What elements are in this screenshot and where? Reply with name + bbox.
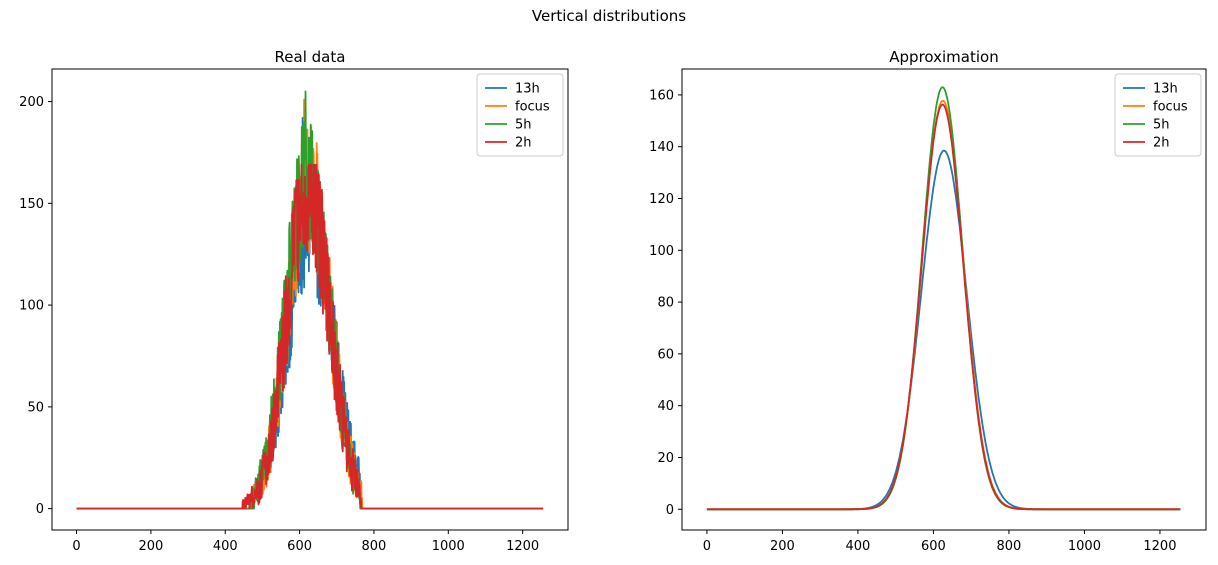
x-tick-label: 1200 xyxy=(506,539,539,554)
x-tick-label: 1000 xyxy=(432,539,465,554)
figure-title: Vertical distributions xyxy=(531,7,687,25)
y-tick-label: 20 xyxy=(657,451,674,466)
x-tick-label: 600 xyxy=(287,539,312,554)
x-tick-label: 400 xyxy=(213,539,238,554)
legend-label: 13h xyxy=(515,82,540,97)
legend-label: 5h xyxy=(1153,118,1170,133)
series-line-13h xyxy=(706,149,1181,511)
legend: 13h focus 5h 2h xyxy=(476,73,564,157)
axes-title: Real data xyxy=(275,48,346,66)
y-tick-label: 40 xyxy=(657,399,674,414)
x-tick-label: 600 xyxy=(921,539,946,554)
legend-label: focus xyxy=(515,100,550,115)
y-tick-label: 100 xyxy=(19,299,44,314)
x-tick-label: 0 xyxy=(72,539,80,554)
series-line-focus xyxy=(706,99,1181,511)
y-tick-label: 150 xyxy=(19,197,44,212)
series-line-5h xyxy=(76,90,544,510)
y-tick-label: 0 xyxy=(36,502,44,517)
chart-2: Approximation 0 200 400 600 800 1000 1200 0 20 40 6… xyxy=(649,48,1207,554)
x-tick-label: 800 xyxy=(997,539,1022,554)
legend-label: 13h xyxy=(1153,82,1178,97)
x-tick-label: 800 xyxy=(362,539,387,554)
y-tick-label: 100 xyxy=(649,244,674,259)
y-tick-label: 80 xyxy=(657,296,674,311)
legend-box xyxy=(476,73,564,157)
x-tick-label: 0 xyxy=(703,539,711,554)
x-tick-label: 1200 xyxy=(1143,539,1176,554)
y-tick-label: 160 xyxy=(649,88,674,103)
x-tick-label: 200 xyxy=(138,539,163,554)
y-tick-label: 50 xyxy=(27,400,44,415)
legend-label: focus xyxy=(1153,100,1188,115)
y-tick-label: 120 xyxy=(649,192,674,207)
y-tick-label: 0 xyxy=(666,503,674,518)
legend: 13h focus 5h 2h xyxy=(1114,73,1202,157)
legend-label: 2h xyxy=(515,136,532,151)
y-tick-label: 60 xyxy=(657,347,674,362)
x-tick-label: 400 xyxy=(846,539,871,554)
series-line-2h xyxy=(706,103,1181,511)
chart-1: Real data 0 200 400 600 800 1000 1200 0 50 100 150 2… xyxy=(19,48,569,554)
legend-box xyxy=(1114,73,1202,157)
axes-frame xyxy=(681,68,1207,531)
series-group xyxy=(76,90,544,510)
legend-label: 2h xyxy=(1153,136,1170,151)
y-tick-label: 140 xyxy=(649,140,674,155)
series-group xyxy=(706,86,1181,511)
y-tick-label: 200 xyxy=(19,95,44,110)
legend-label: 5h xyxy=(515,118,532,133)
series-line-2h xyxy=(76,163,544,510)
x-tick-label: 200 xyxy=(770,539,795,554)
axes-title: Approximation xyxy=(889,48,998,66)
x-tick-label: 1000 xyxy=(1068,539,1101,554)
axes-frame xyxy=(51,68,569,531)
